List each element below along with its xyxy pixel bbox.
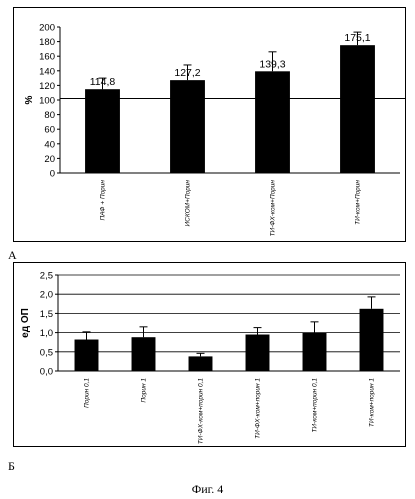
y-tick-label: 80 — [44, 110, 55, 121]
x-tick-label: ТИ-ком+Порин — [355, 180, 362, 225]
y-tick-label: 180 — [39, 37, 55, 48]
chart-a: 0 20 40 60 80 100 120 140 160 180 200% 114,8 ПАФ + П… — [14, 8, 407, 243]
y-tick-label: 40 — [44, 139, 55, 150]
y-tick-label: 2,5 — [40, 271, 53, 282]
y-tick-label: 0,0 — [40, 367, 53, 378]
bar — [189, 356, 213, 371]
x-tick-label: Порин 0,1 — [84, 378, 91, 408]
bar — [303, 333, 327, 371]
chart-b-frame: 0,0 0,5 1,0 1,5 2,0 2,5 ед ОП Порин 0,1 Порин 1 Т… — [13, 262, 406, 447]
y-tick-label: 0,5 — [40, 347, 53, 358]
y-tick-label: 100 — [39, 96, 55, 107]
chart-b: 0,0 0,5 1,0 1,5 2,0 2,5 ед ОП Порин 0,1 Порин 1 Т… — [14, 263, 407, 448]
bar — [132, 337, 156, 371]
bar — [75, 340, 99, 371]
y-tick-label: 1,5 — [40, 309, 53, 320]
bar — [340, 45, 375, 173]
data-label: 127,2 — [174, 67, 200, 79]
y-axis-label: % — [24, 95, 35, 104]
data-label: 175,1 — [344, 32, 370, 44]
data-label: 114,8 — [90, 76, 116, 88]
y-tick-label: 20 — [44, 154, 55, 165]
bar — [170, 80, 205, 173]
y-tick-label: 140 — [39, 66, 55, 77]
y-tick-label: 200 — [39, 23, 55, 34]
y-tick-label: 160 — [39, 52, 55, 63]
data-label: 139,3 — [259, 58, 285, 70]
x-tick-label: ТИ-ФХ-ком+порин 1 — [255, 378, 262, 439]
bar — [85, 89, 120, 173]
y-tick-label: 120 — [39, 81, 55, 92]
x-tick-label: ТИ-ком+порин 1 — [369, 378, 376, 428]
y-axis-label: ед ОП — [20, 308, 31, 338]
panel-b-letter: Б — [8, 459, 15, 474]
y-tick-label: 2,0 — [40, 290, 53, 301]
y-tick-label: 0 — [50, 169, 55, 180]
y-tick-label: 1,0 — [40, 328, 53, 339]
x-tick-label: Порин 1 — [141, 378, 148, 403]
bar — [360, 309, 384, 371]
x-tick-label: ТИ-ФХ-ком+Порин — [270, 180, 277, 237]
x-tick-label: ТИ-ком+порин 0,1 — [312, 378, 319, 433]
chart-a-frame: 0 20 40 60 80 100 120 140 160 180 200% 114,8 ПАФ + П… — [13, 7, 406, 242]
x-tick-label: ИСКОМ+Порин — [185, 180, 192, 227]
x-tick-label: ТИ-ФХ-ком+порин 0,1 — [198, 378, 205, 445]
figure-caption: Фиг. 4 — [0, 482, 415, 497]
panel-a-letter: А — [8, 248, 17, 263]
bar — [246, 335, 270, 371]
y-tick-label: 60 — [44, 125, 55, 136]
bar — [255, 71, 290, 173]
x-tick-label: ПАФ + Порин — [100, 180, 107, 221]
